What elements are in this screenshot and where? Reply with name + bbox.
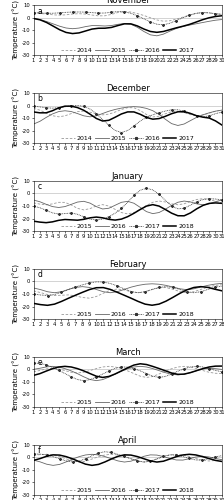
Title: November: November bbox=[106, 0, 150, 5]
Y-axis label: Temperature (°C): Temperature (°C) bbox=[13, 88, 20, 148]
Title: April: April bbox=[118, 436, 137, 444]
Text: a: a bbox=[37, 6, 42, 16]
Y-axis label: Temperature (°C): Temperature (°C) bbox=[13, 176, 20, 236]
Text: f: f bbox=[37, 446, 40, 456]
Text: e: e bbox=[37, 358, 42, 368]
Title: March: March bbox=[115, 348, 140, 356]
Text: b: b bbox=[37, 94, 42, 104]
Title: February: February bbox=[109, 260, 146, 269]
Y-axis label: Temperature (°C): Temperature (°C) bbox=[13, 0, 20, 60]
Legend: 2015, 2016, 2017, 2018: 2015, 2016, 2017, 2018 bbox=[61, 488, 194, 493]
Title: January: January bbox=[112, 172, 144, 181]
Y-axis label: Temperature (°C): Temperature (°C) bbox=[13, 264, 20, 324]
Legend: 2015, 2016, 2017, 2018: 2015, 2016, 2017, 2018 bbox=[61, 400, 194, 405]
Legend: 2014, 2015, 2016, 2017: 2014, 2015, 2016, 2017 bbox=[61, 136, 194, 141]
Legend: 2014, 2015, 2016, 2017: 2014, 2015, 2016, 2017 bbox=[61, 48, 194, 53]
Y-axis label: Temperature (°C): Temperature (°C) bbox=[13, 440, 20, 500]
Legend: 2015, 2016, 2017, 2018: 2015, 2016, 2017, 2018 bbox=[61, 224, 194, 229]
Text: d: d bbox=[37, 270, 42, 280]
Title: December: December bbox=[106, 84, 150, 93]
Y-axis label: Temperature (°C): Temperature (°C) bbox=[13, 352, 20, 412]
Legend: 2015, 2016, 2017, 2018: 2015, 2016, 2017, 2018 bbox=[61, 312, 194, 317]
Text: c: c bbox=[37, 182, 41, 192]
